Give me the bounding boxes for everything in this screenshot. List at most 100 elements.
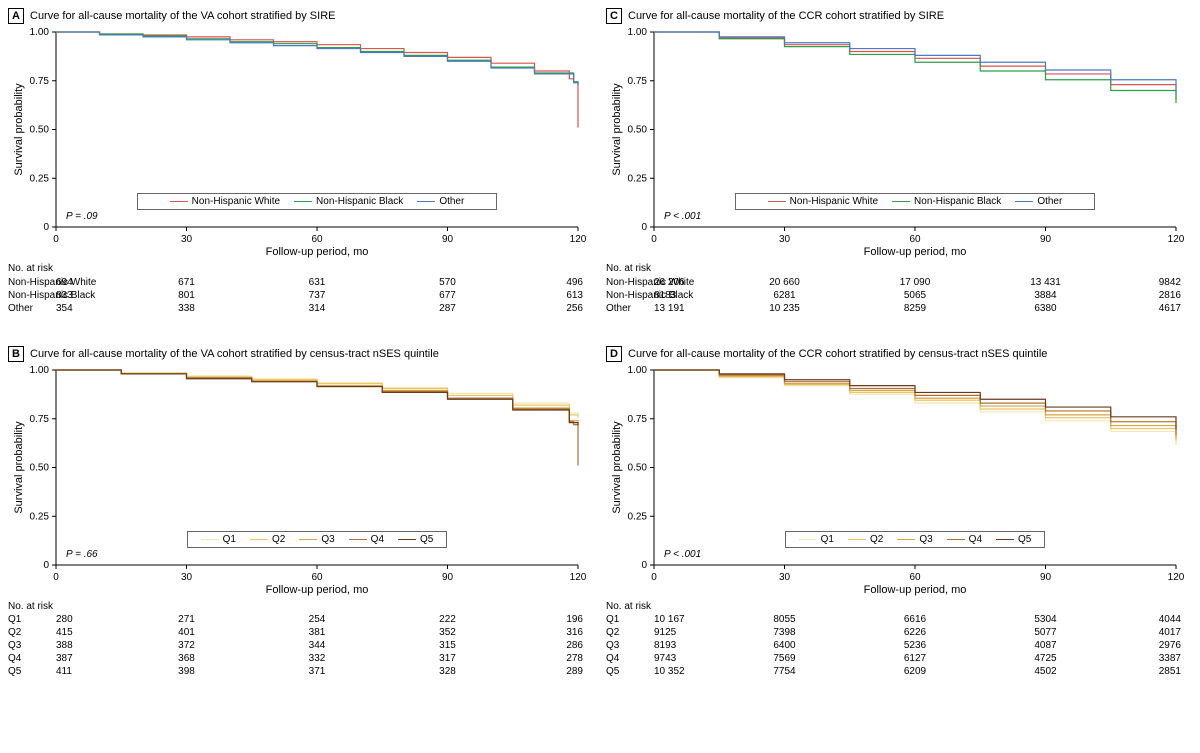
legend-item: Non-Hispanic Black	[892, 196, 1001, 207]
svg-text:Survival probability: Survival probability	[611, 83, 623, 176]
panel-C: C Curve for all-cause mortality of the CC…	[606, 8, 1192, 342]
risk-value: 280	[56, 614, 116, 627]
risk-value: 570	[418, 277, 478, 290]
survival-chart: 00.250.500.751.000306090120Follow-up per…	[606, 364, 1186, 599]
svg-text:60: 60	[311, 572, 323, 583]
panel-letter: A	[8, 8, 24, 24]
svg-text:0: 0	[53, 234, 59, 245]
series-line	[56, 370, 578, 417]
legend-swatch	[996, 539, 1014, 540]
panel-B: BCurve for all-cause mortality of the VA…	[8, 346, 594, 680]
risk-header: No. at risk	[606, 601, 1192, 614]
svg-text:1.00: 1.00	[30, 365, 50, 376]
risk-value: 415	[56, 627, 116, 640]
risk-row: Q3388372344315286	[8, 640, 594, 653]
series-line	[654, 370, 1176, 439]
risk-value: 8259	[885, 303, 945, 316]
legend-swatch	[294, 201, 312, 202]
risk-value: 314	[287, 303, 347, 316]
svg-text:120: 120	[570, 234, 587, 245]
legend-swatch	[398, 539, 416, 540]
panel-header: C Curve for all-cause mortality of the CC…	[606, 8, 1192, 24]
risk-table: No. at riskNon-Hispanic White26 20620 66…	[606, 263, 1192, 316]
risk-row: Non-Hispanic Black833801737677613	[8, 290, 594, 303]
risk-value: 9125	[654, 627, 714, 640]
legend: Non-Hispanic WhiteNon-Hispanic BlackOthe…	[735, 193, 1095, 210]
risk-value: 388	[56, 640, 116, 653]
survival-chart: 00.250.500.751.000306090120Follow-up per…	[8, 26, 588, 261]
svg-text:Follow-up period, mo: Follow-up period, mo	[864, 584, 967, 596]
survival-chart: 00.250.500.751.000306090120Follow-up per…	[8, 364, 588, 599]
svg-text:0: 0	[651, 572, 657, 583]
risk-value: 332	[287, 653, 347, 666]
risk-value: 6226	[885, 627, 945, 640]
svg-text:60: 60	[909, 234, 921, 245]
risk-row: Q110 1678055661653044044	[606, 614, 1192, 627]
svg-text:120: 120	[570, 572, 587, 583]
risk-value: 5077	[1016, 627, 1076, 640]
legend-swatch	[170, 201, 188, 202]
risk-header: No. at risk	[8, 601, 594, 614]
risk-value: 286	[523, 640, 583, 653]
legend-label: Q5	[1018, 534, 1031, 545]
svg-text:0.25: 0.25	[628, 511, 648, 522]
legend-swatch	[250, 539, 268, 540]
svg-text:120: 120	[1168, 234, 1185, 245]
panel-letter: C	[606, 8, 622, 24]
panel-letter: B	[8, 346, 24, 362]
p-value: P < .001	[664, 211, 701, 222]
risk-value: 10 235	[755, 303, 815, 316]
risk-row: Non-Hispanic Black81836281506538842816	[606, 290, 1192, 303]
risk-value: 631	[287, 277, 347, 290]
risk-row: Q381936400523640872976	[606, 640, 1192, 653]
svg-text:0.50: 0.50	[628, 462, 648, 473]
risk-value: 671	[157, 277, 217, 290]
risk-value: 3884	[1016, 290, 1076, 303]
chart-wrap: 00.250.500.751.000306090120Follow-up per…	[606, 26, 1192, 261]
legend-label: Q5	[420, 534, 433, 545]
risk-row: Q510 3527754620945022851	[606, 666, 1192, 679]
risk-value: 9743	[654, 653, 714, 666]
svg-text:0.50: 0.50	[30, 125, 50, 136]
risk-value: 7754	[755, 666, 815, 679]
legend-label: Q2	[272, 534, 285, 545]
legend-item: Non-Hispanic White	[768, 196, 878, 207]
svg-text:90: 90	[1040, 572, 1052, 583]
panel-title: Curve for all-cause mortality of the CCR…	[628, 348, 1047, 360]
svg-text:90: 90	[442, 234, 454, 245]
svg-text:0.75: 0.75	[30, 413, 50, 424]
risk-value: 5236	[885, 640, 945, 653]
legend-swatch	[799, 539, 817, 540]
legend-label: Q4	[969, 534, 982, 545]
series-line	[654, 32, 1176, 103]
legend-swatch	[1015, 201, 1033, 202]
risk-value: 694	[56, 277, 116, 290]
figure-grid: ACurve for all-cause mortality of the VA…	[8, 8, 1192, 679]
risk-value: 196	[523, 614, 583, 627]
svg-text:Survival probability: Survival probability	[611, 420, 623, 513]
series-line	[56, 32, 578, 85]
svg-text:0.75: 0.75	[30, 76, 50, 87]
risk-value: 6127	[885, 653, 945, 666]
legend-item: Q4	[947, 534, 982, 545]
risk-row: Other13 19110 235825963804617	[606, 303, 1192, 316]
risk-value: 496	[523, 277, 583, 290]
svg-text:90: 90	[1040, 234, 1052, 245]
risk-value: 5304	[1016, 614, 1076, 627]
risk-row: Q2415401381352316	[8, 627, 594, 640]
risk-value: 222	[418, 614, 478, 627]
svg-text:0: 0	[53, 572, 59, 583]
risk-value: 4044	[1121, 614, 1181, 627]
risk-value: 254	[287, 614, 347, 627]
risk-value: 4502	[1016, 666, 1076, 679]
svg-text:Survival probability: Survival probability	[13, 420, 25, 513]
risk-value: 401	[157, 627, 217, 640]
risk-value: 368	[157, 653, 217, 666]
svg-text:0: 0	[43, 560, 49, 571]
panel-title: Curve for all-cause mortality of the CCR…	[628, 10, 944, 22]
risk-value: 381	[287, 627, 347, 640]
legend-item: Q1	[201, 534, 236, 545]
legend-item: Q3	[299, 534, 334, 545]
risk-value: 2976	[1121, 640, 1181, 653]
risk-value: 6400	[755, 640, 815, 653]
